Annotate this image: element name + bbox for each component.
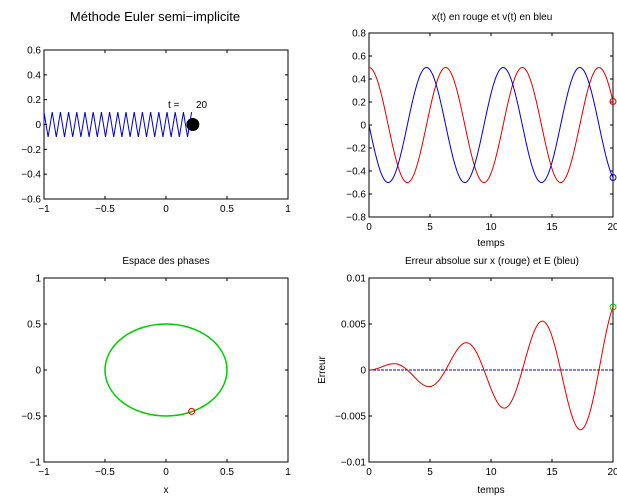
y-tick-label: 0.4: [352, 75, 366, 86]
x-tick-label: 0: [366, 222, 372, 233]
panel-title: Méthode Euler semi−implicite: [70, 9, 240, 24]
end-marker-x: [609, 98, 617, 106]
x-tick-label: 5: [427, 467, 433, 478]
y-tick-label: 0.2: [27, 95, 41, 106]
x-tick-label: 1: [285, 467, 291, 478]
current-state-marker: [188, 407, 196, 415]
y-tick-label: −0.005: [335, 412, 366, 423]
y-tick-label: 0: [360, 366, 366, 377]
x-tick-label: 20: [607, 467, 617, 478]
y-tick-label: 1: [35, 274, 41, 285]
y-tick-label: −0.6: [346, 190, 366, 201]
panel-phase: Espace des phases −1 −0.5 0 0.5 1 −1 −0.5 0 0.5 1…: [21, 256, 291, 496]
time-label: t =: [168, 100, 180, 111]
y-tick-label: −0.6: [21, 195, 41, 206]
y-tick-label: 0.6: [27, 46, 41, 57]
x-tick-label: −0.5: [95, 467, 115, 478]
panel-title: x(t) en rouge et v(t) en bleu: [432, 12, 553, 23]
x-tick-label: 15: [546, 222, 558, 233]
y-tick-label: −1: [30, 458, 42, 469]
y-tick-label: 0: [35, 366, 41, 377]
x-tick-label: −0.5: [95, 204, 115, 215]
panel-spring: Méthode Euler semi−implicite −1 −0.5 0 0.5 1…: [21, 9, 291, 215]
y-tick-label: −0.4: [21, 170, 41, 181]
x-tick-label: 10: [485, 222, 497, 233]
x-axis-label: x: [164, 485, 169, 496]
x-tick-label: 15: [546, 467, 558, 478]
y-tick-label: 0: [35, 120, 41, 131]
x-tick-label: 0.5: [220, 204, 234, 215]
panel-error: Erreur absolue sur x (rouge) et E (bleu)…: [317, 256, 617, 496]
x-tick-label: 1: [285, 204, 291, 215]
x-tick-label: −1: [38, 467, 50, 478]
y-tick-label: 0.6: [352, 52, 366, 63]
plot-frame: [368, 32, 614, 218]
y-tick-label: −0.5: [21, 412, 41, 423]
panel-title: Espace des phases: [122, 256, 209, 267]
x-tick-label: −1: [38, 204, 50, 215]
end-marker-v: [609, 173, 617, 181]
y-tick-label: −0.01: [341, 458, 367, 469]
panel-title: Erreur absolue sur x (rouge) et E (bleu): [405, 256, 579, 267]
y-tick-label: −0.2: [21, 145, 41, 156]
series-v-line: [368, 66, 614, 184]
plot-frame: [43, 277, 289, 463]
spring-line: [43, 112, 193, 137]
plot-frame: [43, 49, 289, 200]
time-value: 20: [196, 100, 208, 111]
end-marker: [609, 303, 617, 311]
series-x-line: [368, 66, 614, 184]
panel-xv: x(t) en rouge et v(t) en bleu 0 5 10 15 20 −0…: [346, 12, 617, 249]
y-tick-label: 0.8: [352, 29, 366, 40]
y-tick-label: 0.4: [27, 70, 41, 81]
series-error-x-line: [368, 306, 614, 431]
x-tick-label: 0: [163, 467, 169, 478]
x-axis-label: temps: [477, 238, 504, 249]
y-tick-label: 0.005: [341, 320, 366, 331]
x-axis-label: temps: [477, 485, 504, 496]
x-tick-label: 20: [607, 222, 617, 233]
y-tick-label: 0.01: [347, 274, 367, 285]
x-tick-label: 0: [163, 204, 169, 215]
x-tick-label: 5: [427, 222, 433, 233]
y-tick-label: 0.5: [27, 320, 41, 331]
mass-ball: [186, 118, 200, 131]
y-axis-label: Erreur: [317, 355, 328, 383]
y-tick-label: −0.8: [346, 213, 366, 224]
y-tick-label: 0.2: [352, 98, 366, 109]
x-tick-label: 0.5: [220, 467, 234, 478]
y-tick-label: 0: [360, 121, 366, 132]
x-tick-label: 0: [366, 467, 372, 478]
y-tick-label: −0.2: [346, 144, 366, 155]
y-tick-label: −0.4: [346, 167, 366, 178]
phase-orbit: [104, 323, 228, 417]
x-tick-label: 10: [485, 467, 497, 478]
